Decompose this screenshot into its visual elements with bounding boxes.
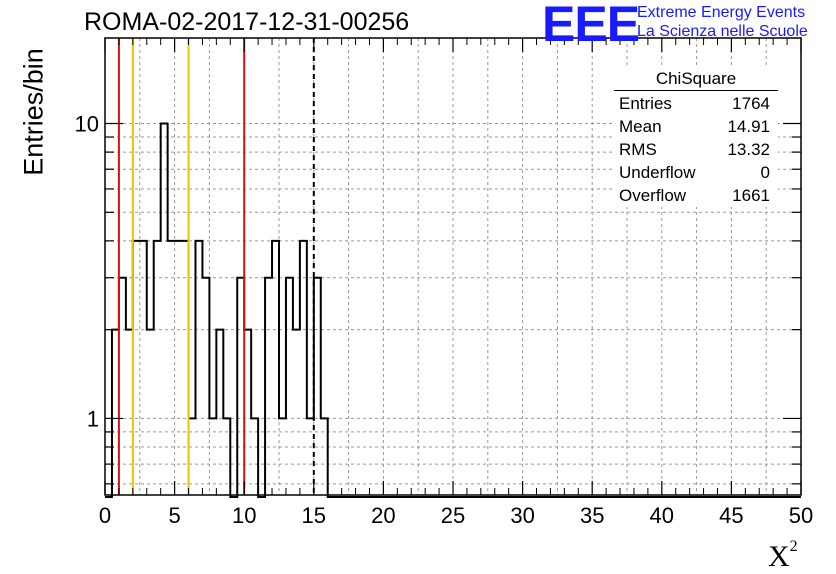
x-axis-label-superscript: 2 (789, 538, 798, 555)
histogram-bin (126, 330, 133, 495)
histogram-bin (119, 278, 126, 495)
histogram-bin (168, 241, 175, 495)
x-tick-label: 25 (441, 503, 465, 528)
stats-row-mean: Mean 14.91 (614, 115, 778, 138)
histogram-series (105, 122, 801, 498)
stats-value: 0 (760, 163, 770, 182)
histogram-bin (321, 418, 328, 495)
histogram-bin (314, 278, 321, 495)
stats-label: Overflow (619, 186, 687, 205)
x-axis-label: X2 (768, 538, 798, 574)
histogram-bin (161, 124, 168, 495)
histogram-bin (133, 241, 140, 495)
stats-row-rms: RMS 13.32 (614, 138, 778, 161)
histogram-bin (237, 278, 244, 495)
stats-value: 1661 (732, 186, 770, 205)
stats-row-entries: Entries 1764 (614, 92, 778, 115)
histogram-bin (286, 278, 293, 495)
histogram-bin (244, 330, 251, 495)
stats-row-underflow: Underflow 0 (614, 161, 778, 184)
histogram-bin (293, 330, 300, 495)
x-tick-label: 5 (168, 503, 180, 528)
histogram-bin (272, 241, 279, 495)
histogram-bin (182, 241, 189, 495)
y-tick-label: 1 (87, 406, 99, 431)
stats-box: ChiSquare Entries 1764 Mean 14.91 RMS 13.32… (614, 68, 778, 207)
stats-value: 1764 (732, 94, 770, 113)
x-tick-label: 45 (719, 503, 743, 528)
histogram-bin (279, 418, 286, 495)
histogram-bin (147, 330, 154, 495)
stats-label: Mean (619, 117, 662, 136)
histogram-bin (202, 278, 209, 495)
histogram-bin (189, 418, 196, 495)
y-tick-label: 10 (75, 112, 99, 137)
histogram-bin (265, 278, 272, 495)
x-axis-label-text: X (768, 540, 790, 573)
histogram-bin (251, 418, 258, 495)
stats-value: 13.32 (727, 140, 770, 159)
x-tick-label: 30 (510, 503, 534, 528)
stats-label: RMS (619, 140, 657, 159)
y-axis-label: Entries/bin (18, 48, 49, 176)
logo-line-1: Extreme Energy Events (637, 4, 806, 21)
x-tick-label: 50 (789, 503, 813, 528)
x-tick-label: 40 (650, 503, 674, 528)
histogram-bin (140, 241, 147, 495)
histogram-bin (300, 241, 307, 495)
stats-row-overflow: Overflow 1661 (614, 184, 778, 207)
x-tick-label: 20 (371, 503, 395, 528)
stats-value: 14.91 (727, 117, 770, 136)
eee-logo: EEE (542, 0, 640, 52)
histogram-bin (223, 418, 230, 495)
x-tick-label: 0 (99, 503, 111, 528)
histogram-bin (175, 241, 182, 495)
histogram-bin (307, 418, 314, 495)
histogram-bin (209, 418, 216, 495)
logo-text: Extreme Energy Events La Scienza nelle S… (637, 3, 808, 41)
stats-label: Underflow (619, 163, 696, 182)
chart-title: ROMA-02-2017-12-31-00256 (84, 8, 410, 36)
x-tick-label: 10 (232, 503, 256, 528)
x-tick-label: 35 (580, 503, 604, 528)
logo-line-2: La Scienza nelle Scuole (637, 23, 808, 40)
x-tick-label: 15 (302, 503, 326, 528)
histogram-bin (216, 330, 223, 495)
stats-title: ChiSquare (614, 68, 778, 91)
histogram-bin (112, 330, 119, 495)
stats-label: Entries (619, 94, 672, 113)
histogram-bin (195, 241, 202, 495)
histogram-bin (154, 241, 161, 495)
